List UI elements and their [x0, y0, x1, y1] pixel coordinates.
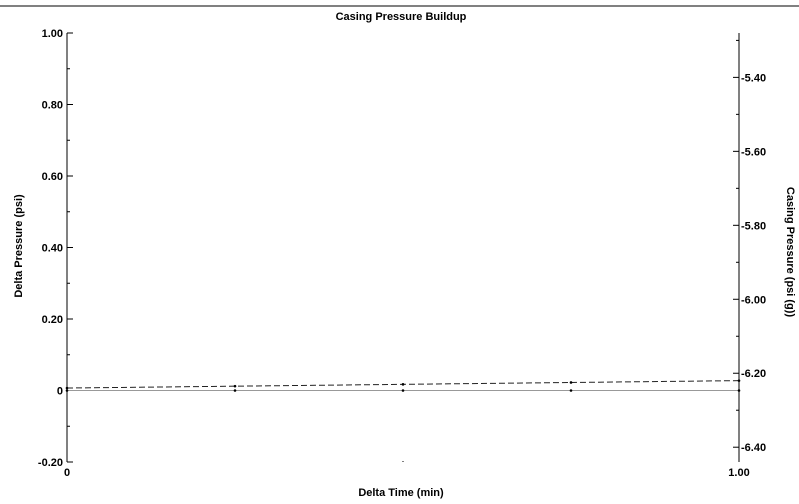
plot-area: 1.000.800.600.400.200-0.20-5.40-5.60-5.8…	[38, 28, 766, 479]
x-tick-label: 0	[64, 467, 70, 479]
y2-tick-label: -5.80	[741, 220, 766, 232]
y-axis-title: Delta Pressure (psi)	[13, 194, 25, 298]
y2-tick-label: -5.60	[741, 146, 766, 158]
series-2-point	[737, 379, 741, 382]
y2-axis-title: Casing Pressure (psi (g))	[784, 187, 796, 318]
x-axis-title: Delta Time (min)	[358, 487, 444, 499]
y-tick-label: -0.20	[38, 457, 63, 469]
y-tick-label: 0.60	[42, 171, 63, 183]
y-tick-label: 0	[57, 386, 63, 398]
series-2-point	[569, 381, 573, 384]
series-1-point	[401, 389, 405, 392]
series-1-point	[65, 389, 69, 392]
y2-tick-label: -6.00	[741, 294, 766, 306]
series-1-point	[233, 389, 237, 392]
y2-tick-label: -5.40	[741, 72, 766, 84]
y-tick-label: 1.00	[42, 28, 63, 40]
y2-tick-label: -6.20	[741, 368, 766, 380]
y2-tick-label: -6.40	[741, 442, 766, 454]
series-1-point	[737, 389, 741, 392]
x-tick-label: 1.00	[728, 467, 749, 479]
chart-title: Casing Pressure Buildup	[336, 11, 467, 23]
y-tick-label: 0.40	[42, 243, 63, 255]
series-1-point	[569, 389, 573, 392]
series-2-point	[65, 386, 69, 390]
series-2-point	[401, 383, 405, 386]
y-tick-label: 0.20	[42, 314, 63, 326]
series-2-point	[233, 384, 237, 388]
y-tick-label: 0.80	[42, 100, 63, 112]
